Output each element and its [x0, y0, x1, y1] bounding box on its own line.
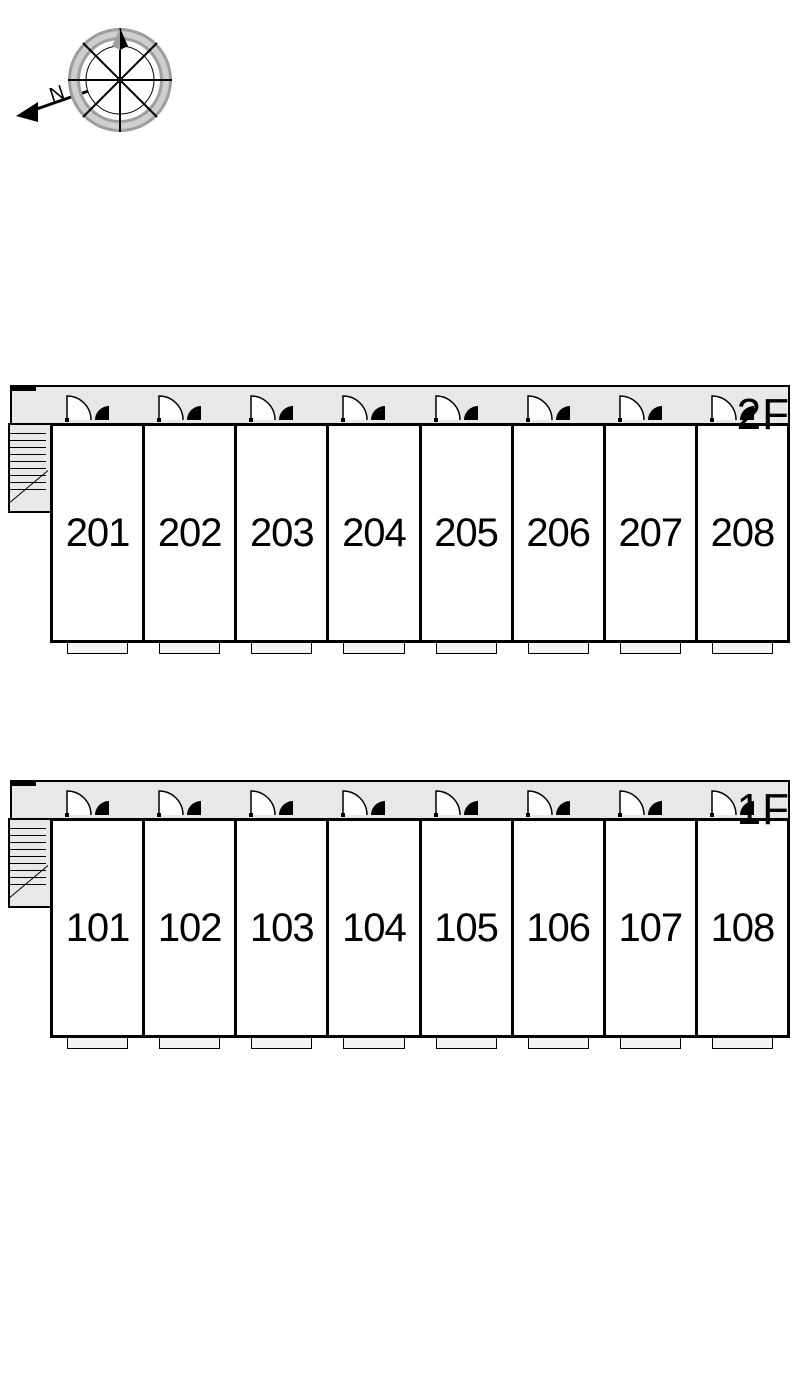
stair-tread: [10, 877, 46, 878]
balcony: [251, 642, 312, 654]
door-icon: [157, 388, 201, 422]
unit-label: 207: [618, 511, 682, 556]
compass-svg: N: [10, 10, 210, 160]
balcony: [528, 1037, 589, 1049]
unit-207: 207: [603, 423, 695, 643]
unit-label: 202: [158, 511, 222, 556]
floorplan-canvas: N: [0, 0, 800, 1373]
balcony: [712, 642, 773, 654]
balcony: [620, 1037, 681, 1049]
door-icon: [249, 783, 293, 817]
balcony: [343, 642, 404, 654]
unit-202: 202: [142, 423, 234, 643]
balcony: [436, 1037, 497, 1049]
stair-tread: [10, 482, 46, 483]
door-icon: [65, 388, 109, 422]
stair-tread: [10, 440, 46, 441]
stair-tread: [10, 870, 46, 871]
door-icon: [434, 388, 478, 422]
unit-label: 208: [711, 511, 775, 556]
door-icon: [526, 783, 570, 817]
stair-tread: [10, 849, 46, 850]
unit-label: 203: [250, 511, 314, 556]
unit-label: 101: [66, 906, 130, 951]
stair-tread: [10, 884, 46, 885]
stair-tread: [10, 856, 46, 857]
unit-102: 102: [142, 818, 234, 1038]
unit-104: 104: [326, 818, 418, 1038]
stair-tread: [10, 468, 46, 469]
stair-tread: [10, 433, 46, 434]
door-icon: [618, 783, 662, 817]
stairs-1f: [10, 828, 46, 898]
floor-label-2f: 2F: [737, 390, 790, 440]
units-row-2f: 201 202 203 204 205 206 207 208: [50, 423, 790, 643]
unit-label: 201: [66, 511, 130, 556]
door-icon: [341, 783, 385, 817]
stair-tread: [10, 489, 46, 490]
unit-label: 204: [342, 511, 406, 556]
door-icon: [65, 783, 109, 817]
unit-205: 205: [419, 423, 511, 643]
unit-105: 105: [419, 818, 511, 1038]
stair-tread: [10, 842, 46, 843]
corridor-2f: [10, 385, 790, 425]
corridor-1f: [10, 780, 790, 820]
stair-tread: [10, 475, 46, 476]
unit-201: 201: [50, 423, 142, 643]
unit-107: 107: [603, 818, 695, 1038]
door-icon: [434, 783, 478, 817]
unit-103: 103: [234, 818, 326, 1038]
unit-label: 106: [526, 906, 590, 951]
unit-label: 108: [711, 906, 775, 951]
stair-tread: [10, 454, 46, 455]
stair-tread: [10, 835, 46, 836]
unit-label: 205: [434, 511, 498, 556]
unit-106: 106: [511, 818, 603, 1038]
balcony: [620, 642, 681, 654]
units-row-1f: 101 102 103 104 105 106 107 108: [50, 818, 790, 1038]
balcony: [436, 642, 497, 654]
balcony: [159, 1037, 220, 1049]
door-icon: [526, 388, 570, 422]
balcony: [251, 1037, 312, 1049]
unit-206: 206: [511, 423, 603, 643]
unit-label: 105: [434, 906, 498, 951]
balcony: [528, 642, 589, 654]
stairs-2f: [10, 433, 46, 503]
floor-label-1f: 1F: [737, 785, 790, 835]
stair-tread: [10, 828, 46, 829]
stair-tread: [10, 461, 46, 462]
balcony: [67, 1037, 128, 1049]
unit-204: 204: [326, 423, 418, 643]
unit-108: 108: [695, 818, 790, 1038]
balcony: [159, 642, 220, 654]
unit-203: 203: [234, 423, 326, 643]
balcony: [343, 1037, 404, 1049]
stair-tread: [10, 863, 46, 864]
stair-tread: [10, 447, 46, 448]
unit-208: 208: [695, 423, 790, 643]
door-icon: [157, 783, 201, 817]
unit-label: 206: [526, 511, 590, 556]
door-icon: [618, 388, 662, 422]
balcony: [712, 1037, 773, 1049]
unit-label: 107: [618, 906, 682, 951]
door-icon: [249, 388, 293, 422]
unit-label: 102: [158, 906, 222, 951]
compass-ring: [68, 28, 172, 132]
unit-label: 104: [342, 906, 406, 951]
unit-label: 103: [250, 906, 314, 951]
unit-101: 101: [50, 818, 142, 1038]
balcony: [67, 642, 128, 654]
compass-rose: N: [10, 10, 210, 160]
door-icon: [341, 388, 385, 422]
